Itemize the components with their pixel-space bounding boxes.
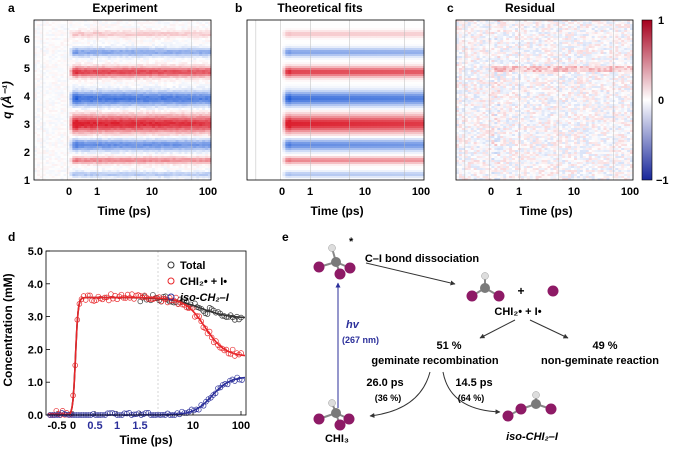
- heatmap-experiment: [34, 20, 211, 180]
- panel-a-letter: a: [8, 1, 15, 15]
- panel-b: b Theoretical fits: [235, 1, 424, 180]
- panel-b-letter: b: [235, 1, 242, 15]
- panel-a-title: Experiment: [92, 1, 157, 15]
- panel-a: a Experiment: [8, 1, 211, 180]
- heatmap-fits: [247, 20, 424, 180]
- panel-b-title: Theoretical fits: [277, 1, 363, 15]
- top-row: a Experiment b Theoretical fits c Residu…: [0, 1, 669, 218]
